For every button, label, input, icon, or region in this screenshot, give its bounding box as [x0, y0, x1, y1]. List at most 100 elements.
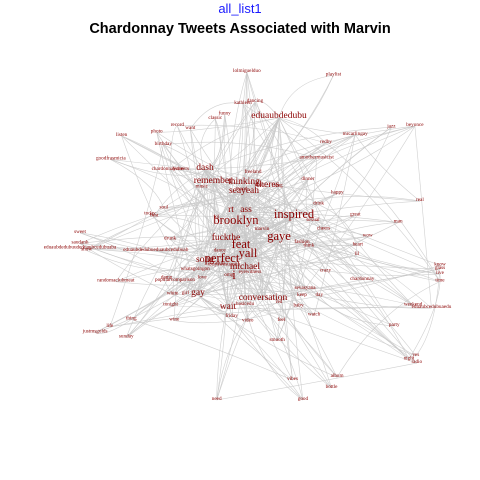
node-label[interactable]: dancing	[247, 98, 264, 104]
node-label[interactable]: great	[350, 211, 361, 217]
node-label[interactable]: playlist	[326, 71, 342, 77]
node-label[interactable]: lolmiguelduo	[233, 68, 261, 74]
node-label[interactable]: rt	[228, 205, 234, 215]
node-label[interactable]: eduaubdedubu	[251, 111, 307, 121]
node-label[interactable]: popularcomparison	[155, 277, 195, 283]
node-label[interactable]: yall	[239, 246, 258, 260]
node-label[interactable]: cheers	[317, 225, 330, 231]
node-label[interactable]: thinking	[228, 177, 260, 187]
node-label[interactable]: white	[167, 290, 179, 296]
node-label[interactable]: redby	[320, 139, 332, 145]
node-label[interactable]: eduaubdedubuudeduaubcedubuaba	[44, 244, 117, 250]
node-label[interactable]: time	[435, 278, 445, 284]
node-label[interactable]: funny	[219, 109, 232, 116]
node-label[interactable]: randomaclubmeat	[97, 278, 135, 284]
node-label[interactable]: remember	[194, 176, 233, 186]
node-label[interactable]: amothermusicist	[299, 154, 334, 160]
node-label[interactable]: want	[185, 125, 196, 131]
node-label[interactable]: mrcarlingay	[343, 131, 368, 137]
node-label[interactable]: eduaubcedubuaedu	[412, 304, 452, 310]
node-label[interactable]: feat	[232, 237, 251, 251]
node-label[interactable]: perfect	[205, 251, 240, 265]
node-label[interactable]: dance	[214, 248, 227, 254]
node-label[interactable]: chill	[216, 260, 226, 266]
node-label[interactable]: sing	[274, 183, 283, 189]
node-label[interactable]: drink	[313, 201, 324, 207]
node-label[interactable]: sunday	[119, 334, 134, 340]
node-label[interactable]: best	[150, 212, 159, 218]
node-label[interactable]: drunk	[164, 235, 177, 241]
node-label[interactable]: theres	[257, 180, 280, 190]
node-label[interactable]: glass	[435, 265, 445, 271]
node-label[interactable]: goodfrasmicia	[96, 155, 126, 162]
node-label[interactable]: wow	[363, 233, 373, 239]
node-label[interactable]: record	[171, 122, 185, 128]
node-label[interactable]: chardonnay	[350, 276, 375, 282]
node-label[interactable]: gaye	[267, 229, 291, 243]
node-label[interactable]: happy	[331, 189, 344, 195]
node-label[interactable]: wine	[169, 317, 180, 323]
node-label[interactable]: ohh	[255, 182, 263, 188]
node-label[interactable]: music	[196, 183, 209, 189]
node-label[interactable]: justmsgolds	[82, 329, 108, 335]
node-label[interactable]: leave	[173, 166, 185, 172]
node-label[interactable]: sweet	[74, 229, 86, 235]
node-label[interactable]: red	[276, 299, 283, 305]
node-label[interactable]: fashion	[294, 238, 310, 245]
node-label[interactable]: radio	[411, 359, 422, 365]
node-label[interactable]: lil	[355, 251, 360, 257]
node-label[interactable]: damn	[161, 275, 173, 281]
node-label[interactable]: girl	[182, 290, 190, 296]
node-label[interactable]: weekend	[404, 301, 423, 307]
node-label[interactable]: eduaubdedubueduaubcedubuab	[123, 247, 189, 253]
node-label[interactable]: mood	[236, 186, 248, 192]
node-label[interactable]: man	[394, 219, 403, 225]
node-label[interactable]: ass	[240, 205, 252, 215]
node-label[interactable]: vibes	[287, 376, 298, 382]
node-label[interactable]: life	[106, 322, 114, 329]
node-label[interactable]: classic	[208, 115, 223, 121]
node-label[interactable]: smooth	[270, 337, 286, 343]
node-label[interactable]: bottle	[326, 384, 339, 390]
node-label[interactable]: thing	[126, 316, 137, 322]
node-label[interactable]: watch	[308, 311, 321, 317]
node-label[interactable]: fuckthe	[212, 232, 241, 243]
node-label[interactable]: dash	[196, 163, 214, 173]
node-label[interactable]: beyonce	[406, 122, 424, 128]
node-label[interactable]: conversation	[239, 293, 288, 303]
node-label[interactable]: night	[404, 355, 415, 361]
node-label[interactable]: jazz	[386, 123, 396, 129]
node-label[interactable]: photo	[151, 128, 163, 134]
node-label[interactable]: gay	[191, 288, 205, 298]
node-label[interactable]: baby	[293, 302, 303, 308]
node-label[interactable]: inspired	[274, 207, 315, 221]
node-label[interactable]: birthday	[155, 141, 173, 147]
node-label[interactable]: marvin	[255, 226, 270, 232]
node-label[interactable]: basicedu	[236, 301, 255, 307]
node-label[interactable]: party	[389, 322, 400, 328]
node-label[interactable]: whatsgoingon	[181, 266, 211, 272]
node-label[interactable]: think	[304, 243, 315, 249]
plot-link[interactable]: all_list1	[218, 1, 262, 16]
node-label[interactable]: wait	[220, 302, 237, 312]
node-label[interactable]: love	[198, 274, 208, 280]
node-label[interactable]: dinner	[301, 176, 315, 182]
node-label[interactable]: lol	[214, 214, 220, 220]
node-label[interactable]: tonyswestsmith	[208, 261, 241, 267]
node-label[interactable]: day	[316, 292, 324, 298]
node-label[interactable]: good	[298, 396, 309, 402]
node-label[interactable]: omg	[224, 272, 234, 278]
node-label[interactable]: album	[331, 373, 344, 379]
node-label[interactable]: need	[212, 396, 222, 402]
node-label[interactable]: keep	[297, 292, 307, 298]
node-label[interactable]: sexual	[306, 217, 320, 223]
node-label[interactable]: sevasyana	[294, 285, 316, 291]
node-label[interactable]: michael	[230, 262, 260, 272]
node-label[interactable]: show	[81, 246, 92, 252]
node-label[interactable]: saudanh	[72, 239, 89, 245]
node-label[interactable]: tonight	[163, 302, 178, 308]
node-label[interactable]: soul	[159, 204, 168, 210]
node-label[interactable]: friday	[225, 312, 238, 319]
node-label[interactable]: live	[436, 270, 444, 276]
node-label[interactable]: yes	[412, 352, 419, 358]
